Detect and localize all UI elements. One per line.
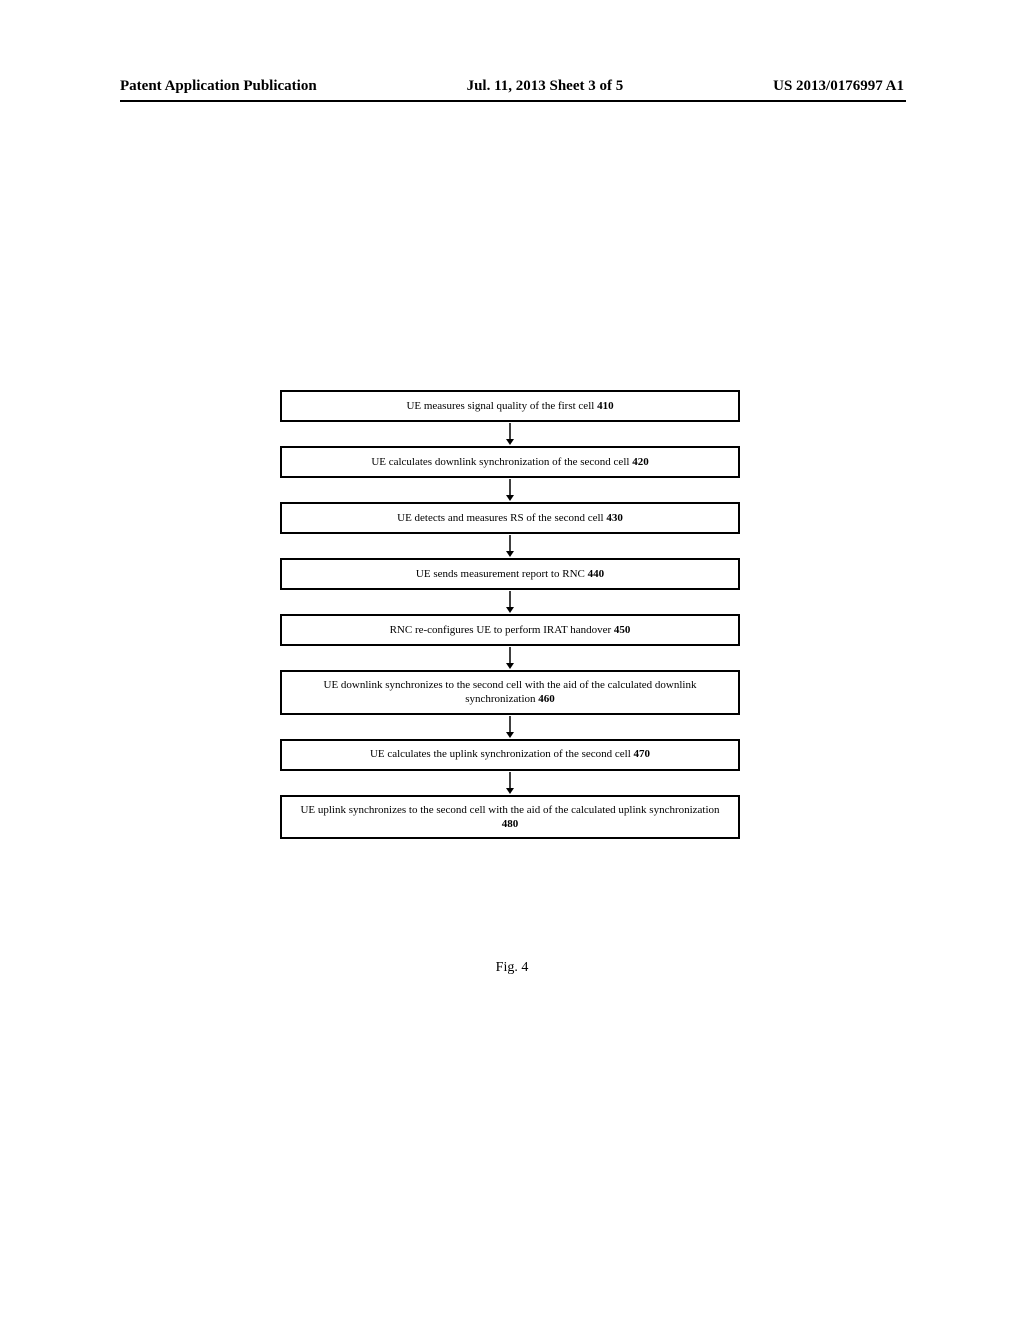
flow-step-number: 420	[632, 456, 649, 468]
flow-step-text: UE uplink synchronizes to the second cel…	[292, 803, 728, 832]
flow-step-460: UE downlink synchronizes to the second c…	[280, 670, 740, 715]
flow-arrow	[280, 422, 740, 446]
flow-step-text: UE measures signal quality of the first …	[406, 399, 613, 413]
flow-arrow	[280, 590, 740, 614]
flow-step-number: 440	[588, 568, 605, 580]
header-divider	[120, 100, 906, 102]
flow-step-text: UE calculates downlink synchronization o…	[371, 455, 648, 469]
flow-step-440: UE sends measurement report to RNC 440	[280, 558, 740, 590]
flow-step-480: UE uplink synchronizes to the second cel…	[280, 795, 740, 840]
flow-step-number: 450	[614, 624, 631, 636]
flow-step-number: 430	[606, 512, 623, 524]
flow-step-description: UE calculates the uplink synchronization…	[370, 748, 631, 760]
flow-step-text: UE sends measurement report to RNC 440	[416, 567, 604, 581]
header-center: Jul. 11, 2013 Sheet 3 of 5	[467, 78, 624, 95]
flow-step-description: UE uplink synchronizes to the second cel…	[300, 804, 719, 816]
flow-arrow	[280, 771, 740, 795]
flow-step-description: UE measures signal quality of the first …	[406, 400, 594, 412]
flow-arrow	[280, 646, 740, 670]
header-left: Patent Application Publication	[120, 78, 317, 95]
flow-step-number: 480	[502, 818, 519, 830]
flow-step-text: UE detects and measures RS of the second…	[397, 511, 623, 525]
flow-step-420: UE calculates downlink synchronization o…	[280, 446, 740, 478]
flow-step-430: UE detects and measures RS of the second…	[280, 502, 740, 534]
flow-step-470: UE calculates the uplink synchronization…	[280, 739, 740, 771]
flow-arrow	[280, 478, 740, 502]
page-header: Patent Application Publication Jul. 11, …	[0, 78, 1024, 95]
flow-step-text: RNC re-configures UE to perform IRAT han…	[390, 623, 631, 637]
flow-step-description: UE sends measurement report to RNC	[416, 568, 585, 580]
flow-step-text: UE calculates the uplink synchronization…	[370, 747, 650, 761]
flow-step-number: 470	[634, 748, 651, 760]
flow-step-number: 410	[597, 400, 614, 412]
flow-step-450: RNC re-configures UE to perform IRAT han…	[280, 614, 740, 646]
figure-caption: Fig. 4	[0, 960, 1024, 976]
flow-step-description: UE downlink synchronizes to the second c…	[324, 679, 697, 705]
header-right: US 2013/0176997 A1	[773, 78, 904, 95]
flow-step-410: UE measures signal quality of the first …	[280, 390, 740, 422]
flow-arrow	[280, 534, 740, 558]
flow-step-description: UE calculates downlink synchronization o…	[371, 456, 629, 468]
flow-step-description: UE detects and measures RS of the second…	[397, 512, 604, 524]
flow-step-description: RNC re-configures UE to perform IRAT han…	[390, 624, 612, 636]
flowchart: UE measures signal quality of the first …	[280, 390, 740, 839]
flow-arrow	[280, 715, 740, 739]
flow-step-number: 460	[538, 693, 555, 705]
flow-step-text: UE downlink synchronizes to the second c…	[292, 678, 728, 707]
